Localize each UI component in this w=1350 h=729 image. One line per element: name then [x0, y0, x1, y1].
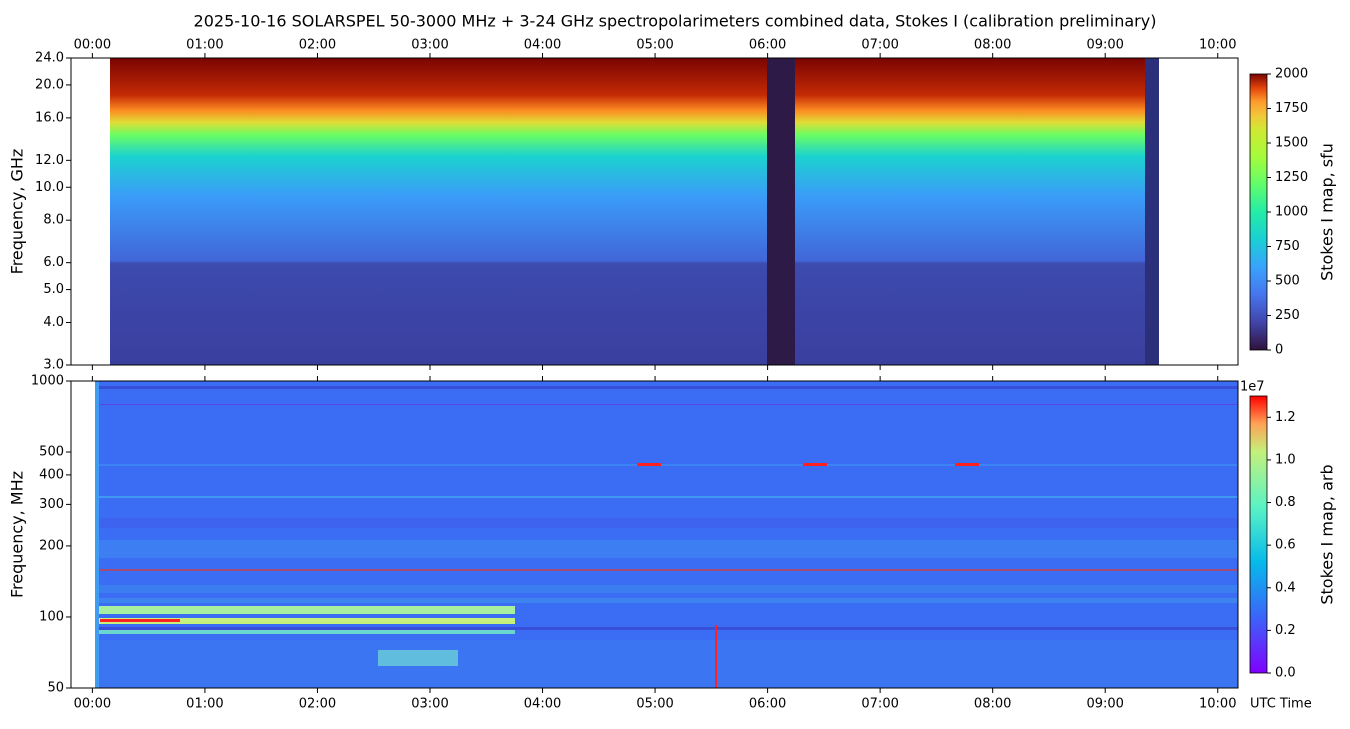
x-tick-label: 09:00	[1086, 697, 1123, 712]
x-tick-label: 03:00	[411, 38, 448, 53]
y-tick-label: 8.0	[43, 213, 64, 228]
colorbar-label: Stokes I map, sfu	[1318, 143, 1337, 281]
y-tick-label: 4.0	[43, 315, 64, 330]
y-tick-label: 1000	[31, 374, 64, 389]
colorbar-tick-label: 250	[1275, 308, 1300, 323]
colorbar-tick-label: 750	[1275, 239, 1300, 254]
x-tick-label: 08:00	[974, 697, 1011, 712]
y-tick-label: 12.0	[35, 153, 64, 168]
plot-frame	[70, 57, 1239, 366]
colorbar-tick-label: 1250	[1275, 170, 1308, 185]
colorbars	[1249, 73, 1268, 674]
colorbar-tick-label: 500	[1275, 274, 1300, 289]
colorbar-tick-label: 1.2	[1275, 410, 1296, 425]
colorbar-tick-label: 0.4	[1275, 580, 1296, 595]
colorbar-label: Stokes I map, arb	[1318, 464, 1337, 604]
x-tick-label: 02:00	[299, 697, 336, 712]
y-tick-label: 200	[39, 538, 64, 553]
colorbar-tick-label: 2000	[1275, 67, 1308, 82]
y-tick-label: 500	[39, 445, 64, 460]
y-tick-label: 6.0	[43, 255, 64, 270]
x-tick-label: 06:00	[749, 38, 786, 53]
colorbar-tick-label: 0.0	[1275, 666, 1296, 681]
x-tick-label: 08:00	[974, 38, 1011, 53]
y-tick-label: 24.0	[35, 51, 64, 66]
colorbar-tick-label: 0.8	[1275, 495, 1296, 510]
spectrogram-ghz	[110, 58, 1159, 365]
y-axis-label: Frequency, GHz	[8, 149, 27, 275]
x-tick-label: 09:00	[1086, 38, 1123, 53]
x-tick-label: 07:00	[861, 697, 898, 712]
axes: 00:00 01:00 02:00 03:00 04:00 05:00 06:00 07:00…	[8, 38, 1337, 712]
x-tick-label: 00:00	[74, 38, 111, 53]
spectrogram-mhz	[95, 381, 1238, 688]
colorbar-tick-label: 0.2	[1275, 623, 1296, 638]
x-tick-label: 07:00	[861, 38, 898, 53]
x-tick-label: 06:00	[749, 697, 786, 712]
colorbar-tick-label: 1000	[1275, 205, 1308, 220]
x-tick-label: 01:00	[186, 38, 223, 53]
x-tick-label: 00:00	[74, 697, 111, 712]
colorbar-tick-label: 0	[1275, 343, 1283, 358]
y-tick-label: 10.0	[35, 180, 64, 195]
colorbar-tick-label: 1750	[1275, 101, 1308, 116]
y-tick-label: 20.0	[35, 77, 64, 92]
x-tick-label: 10:00	[1199, 38, 1236, 53]
colorbar-tick-label: 0.6	[1275, 538, 1296, 553]
x-tick-label: 10:00	[1199, 697, 1236, 712]
x-tick-label: 04:00	[524, 38, 561, 53]
x-tick-label: 05:00	[636, 38, 673, 53]
y-tick-label: 3.0	[43, 358, 64, 373]
plot-frame	[70, 380, 1239, 689]
y-tick-label: 300	[39, 497, 64, 512]
colorbar-tick-label: 1.0	[1275, 452, 1296, 467]
y-tick-label: 400	[39, 467, 64, 482]
x-tick-label: 01:00	[186, 697, 223, 712]
y-tick-label: 16.0	[35, 110, 64, 125]
x-tick-label: 05:00	[636, 697, 673, 712]
x-tick-label: 02:00	[299, 38, 336, 53]
y-axis-label: Frequency, MHz	[8, 471, 27, 598]
x-tick-label: 04:00	[524, 697, 561, 712]
y-tick-label: 5.0	[43, 282, 64, 297]
y-tick-label: 50	[47, 681, 64, 696]
title: 2025-10-16 SOLARSPEL 50-3000 MHz + 3-24 …	[194, 12, 1157, 31]
x-axis-label: UTC Time	[1250, 697, 1312, 712]
y-tick-label: 100	[39, 609, 64, 624]
x-tick-label: 03:00	[411, 697, 448, 712]
colorbar-tick-label: 1500	[1275, 136, 1308, 151]
colorbar-offset: 1e7	[1240, 380, 1265, 395]
